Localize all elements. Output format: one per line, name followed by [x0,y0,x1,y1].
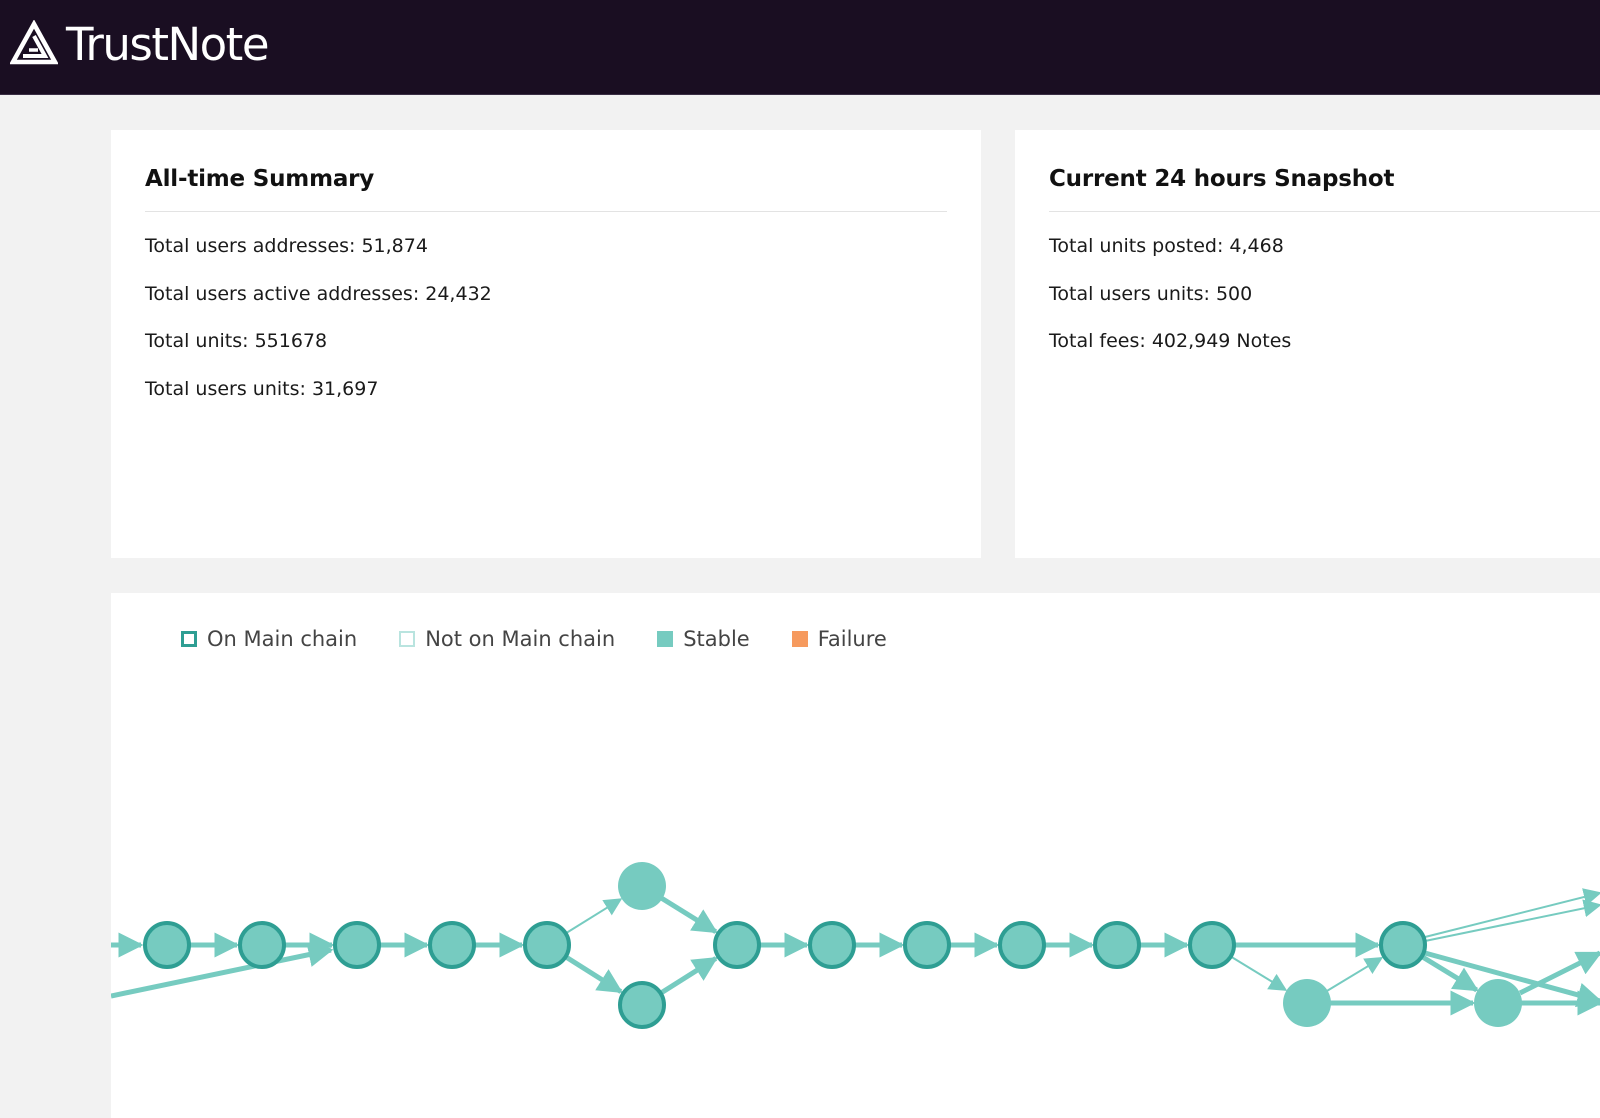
dag-unit-node[interactable] [428,921,476,969]
all-time-summary-card: All-time Summary Total users addresses: … [111,130,981,558]
legend-swatch-failure [791,631,808,647]
stat-units-posted: Total units posted: 4,468 [1049,235,1284,257]
dag-unit-node[interactable] [143,921,191,969]
legend-swatch-on-main-chain [181,631,197,647]
dag-unit-node[interactable] [618,862,666,910]
dag-edge-u6a-u7 [659,895,718,934]
card-divider [1049,211,1600,212]
stat-total-active-addresses: Total users active addresses: 24,432 [145,282,492,305]
dag-unit-node[interactable] [713,921,761,969]
dag-edge-u14a-u13 [1325,956,1384,993]
dag-edge-u5-u6b [564,954,623,994]
legend-label: Stable [683,627,750,651]
dag-unit-node[interactable] [238,921,286,969]
stat-total-users-addresses: Total users addresses: 51,874 [145,235,428,257]
legend-label: Failure [817,627,887,651]
dag-edges [111,888,1600,1016]
dag-unit-node[interactable] [1188,921,1236,969]
brand-name: TrustNote [66,17,270,71]
dag-unit-node[interactable] [1379,921,1427,969]
dag-nodes [143,862,1522,1029]
graph-legend: On Main chain Not on Main chain Stable F… [181,627,929,651]
legend-failure[interactable]: Failure [791,627,887,651]
dag-unit-node[interactable] [333,921,381,969]
dag-edge-incoming-long [111,942,334,999]
dag-graph-canvas[interactable] [111,593,1600,1118]
stat-total-fees: Total fees: 402,949 Notes [1049,330,1292,352]
dag-unit-node[interactable] [998,921,1046,969]
dag-edge-u12-u14a [1230,955,1288,991]
dag-unit-node[interactable] [618,981,666,1029]
snapshot-24h-title: Current 24 hours Snapshot [1049,166,1395,192]
legend-swatch-not-on-main-chain [399,631,416,647]
all-time-summary-title: All-time Summary [145,166,375,192]
stat-users-units-24h: Total users units: 500 [1049,282,1253,305]
dag-unit-node[interactable] [523,921,571,969]
dag-edge-outgoing [1424,950,1600,1008]
top-navigation-bar: TrustNote [0,0,1600,95]
legend-label: On Main chain [207,627,358,651]
all-time-stats-list: Total users addresses: 51,874 Total user… [145,234,492,424]
dag-edge-outgoing [1424,899,1600,942]
legend-stable[interactable]: Stable [657,627,750,651]
dag-unit-node[interactable] [1283,979,1331,1027]
dag-unit-node[interactable] [1093,921,1141,969]
dag-unit-node[interactable] [1474,979,1522,1027]
legend-on-main-chain[interactable]: On Main chain [181,627,357,651]
dag-unit-node[interactable] [808,921,856,969]
dag-unit-node[interactable] [903,921,951,969]
dag-edge-outgoing [1424,888,1600,938]
legend-swatch-stable [657,631,674,647]
dag-edge-u6b-u7 [659,956,718,996]
dag-edge-u13-u14b [1420,954,1479,993]
trustnote-logo-icon [10,20,58,65]
dag-graph-card: On Main chain Not on Main chain Stable F… [111,593,1600,1118]
snapshot-stats-list: Total units posted: 4,468 Total users un… [1049,234,1291,377]
stat-total-users-units: Total users units: 31,697 [145,377,379,400]
dag-edge-outgoing [1518,950,1600,996]
legend-not-on-main-chain[interactable]: Not on Main chain [399,627,615,651]
dag-edge-u5-u6a [565,898,623,935]
brand-logo-link[interactable]: TrustNote [10,14,270,74]
snapshot-24h-card: Current 24 hours Snapshot Total units po… [1015,130,1600,558]
legend-label: Not on Main chain [425,627,616,651]
stat-total-units: Total units: 551678 [145,330,328,352]
card-divider [145,211,947,212]
